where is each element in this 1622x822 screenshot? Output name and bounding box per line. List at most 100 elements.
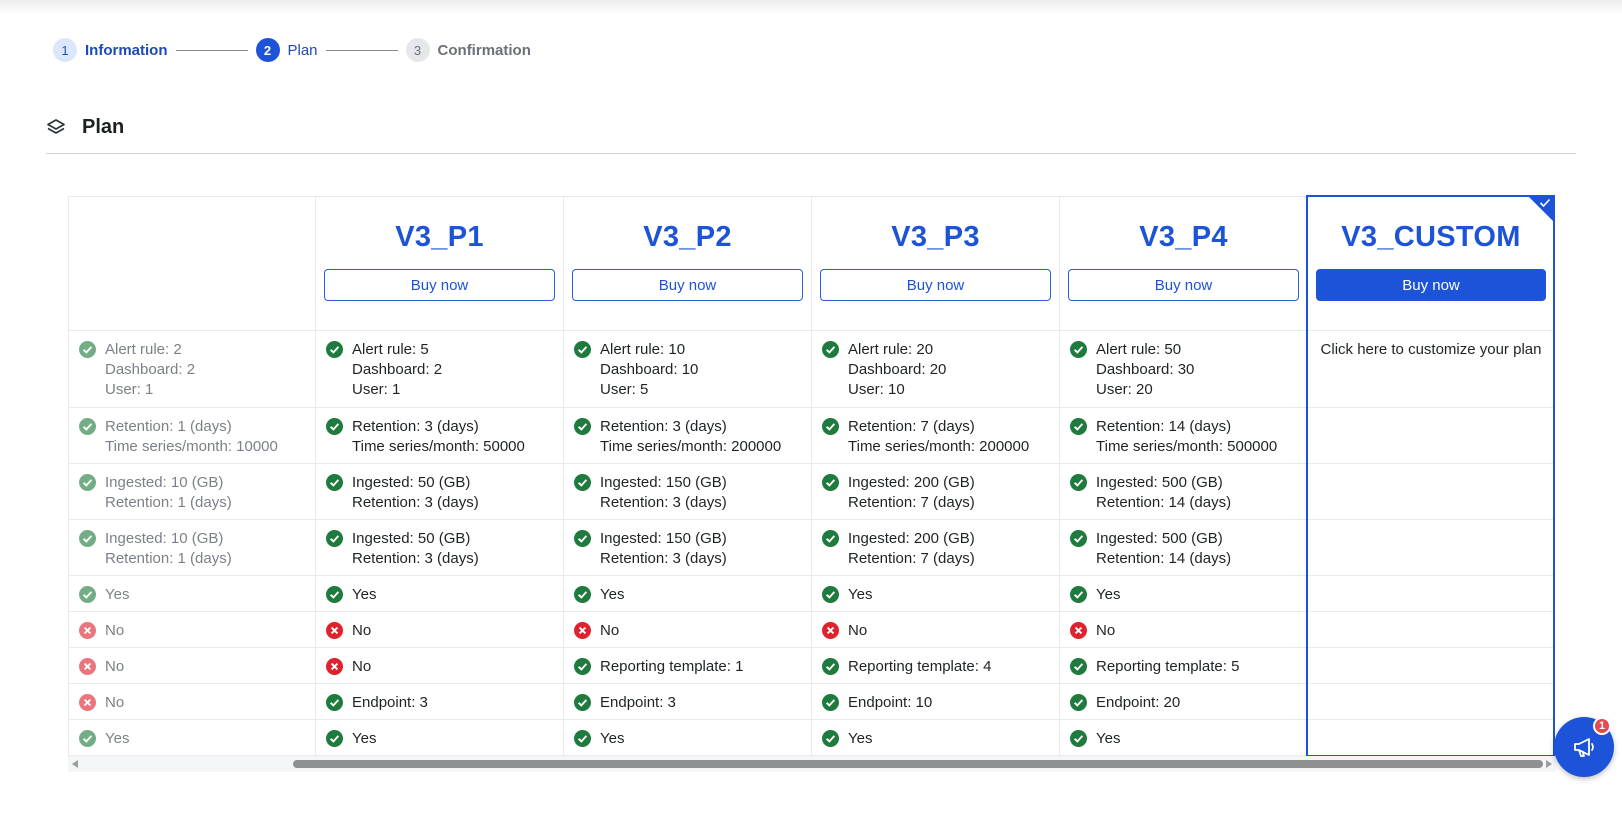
feature-cell: Endpoint: 10 — [812, 684, 1059, 720]
feature-text: Alert rule: 5 Dashboard: 2 User: 1 — [352, 341, 443, 398]
feature-text: Ingested: 10 (GB) Retention: 1 (days) — [105, 474, 232, 511]
step-information[interactable]: 1 Information — [53, 38, 168, 62]
feature-cell: Alert rule: 5 Dashboard: 2 User: 1 — [316, 331, 563, 408]
step-confirmation[interactable]: 3 Confirmation — [405, 38, 531, 62]
feature-cell — [1308, 408, 1554, 464]
buy-now-button[interactable]: Buy now — [572, 269, 803, 301]
megaphone-icon — [1574, 738, 1594, 757]
customize-plan-text[interactable]: Click here to customize your plan — [1320, 341, 1542, 358]
check-circle-icon — [326, 694, 343, 711]
feature-cell: Yes — [564, 576, 811, 612]
plan-name: V3_P4 — [1139, 221, 1228, 253]
plan-name: V3_P1 — [395, 221, 484, 253]
feature-cell — [1308, 520, 1554, 576]
feature-cell: Ingested: 10 (GB) Retention: 1 (days) — [69, 464, 316, 520]
feature-cell — [1308, 648, 1554, 684]
feature-text: Yes — [600, 730, 625, 747]
customize-plan-link[interactable]: Click here to customize your plan — [1308, 331, 1554, 408]
feature-cell: Yes — [1060, 720, 1307, 756]
check-circle-icon — [79, 418, 96, 435]
plan-header: V3_P1 Buy now — [316, 196, 563, 331]
feature-cell: No — [564, 612, 811, 648]
feature-text: No — [352, 622, 372, 639]
check-circle-icon — [79, 530, 96, 547]
feature-text: Alert rule: 10 Dashboard: 10 User: 5 — [600, 341, 699, 398]
scroll-left-arrow[interactable] — [72, 760, 78, 768]
scroll-thumb[interactable] — [293, 760, 1543, 768]
check-circle-icon — [1070, 658, 1087, 675]
check-circle-icon — [79, 341, 96, 358]
feature-cell: Alert rule: 2 Dashboard: 2 User: 1 — [69, 331, 316, 408]
feature-cell: Yes — [69, 576, 316, 612]
buy-now-button[interactable]: Buy now — [1316, 269, 1546, 301]
feature-text: Endpoint: 3 — [352, 694, 428, 711]
feature-cell: Alert rule: 20 Dashboard: 20 User: 10 — [812, 331, 1059, 408]
check-circle-icon — [1070, 586, 1087, 603]
plan-header — [69, 196, 316, 331]
feature-text: Ingested: 200 (GB) Retention: 7 (days) — [848, 474, 975, 511]
check-circle-icon — [574, 658, 591, 675]
feature-text: Ingested: 200 (GB) Retention: 7 (days) — [848, 530, 975, 567]
step-label: Information — [85, 41, 168, 59]
stepper: 1 Information 2 Plan 3 Confirmation — [53, 38, 531, 62]
header-shadow — [0, 0, 1622, 14]
feature-text: Retention: 1 (days) Time series/month: 1… — [105, 418, 278, 455]
plan-name: V3_P2 — [643, 221, 732, 253]
feature-cell: Yes — [316, 576, 563, 612]
check-circle-icon — [822, 658, 839, 675]
feature-cell: Endpoint: 3 — [316, 684, 563, 720]
buy-now-button[interactable]: Buy now — [820, 269, 1051, 301]
feature-text: Endpoint: 10 — [848, 694, 933, 711]
buy-now-button[interactable]: Buy now — [324, 269, 555, 301]
step-connector — [175, 49, 248, 51]
cross-circle-icon — [326, 622, 343, 639]
buy-now-button[interactable]: Buy now — [1068, 269, 1299, 301]
section-title: Plan — [82, 116, 125, 138]
feature-text: Yes — [352, 730, 377, 747]
feature-cell — [1308, 612, 1554, 648]
feature-text: Endpoint: 3 — [600, 694, 676, 711]
check-circle-icon — [1070, 341, 1087, 358]
feature-cell: No — [69, 612, 316, 648]
feature-text: Alert rule: 2 Dashboard: 2 User: 1 — [105, 341, 196, 398]
scroll-right-arrow[interactable] — [1546, 760, 1552, 768]
feature-text: Ingested: 500 (GB) Retention: 14 (days) — [1096, 530, 1232, 567]
cross-circle-icon — [79, 658, 96, 675]
plan-column-v3-p4: V3_P4 Buy now Alert rule: 50 Dashboard: 30… — [1059, 196, 1307, 756]
feature-text: Yes — [105, 730, 130, 747]
feature-cell: Yes — [812, 576, 1059, 612]
horizontal-scrollbar[interactable] — [68, 756, 1556, 772]
feature-cell: Alert rule: 10 Dashboard: 10 User: 5 — [564, 331, 811, 408]
feature-cell: No — [69, 648, 316, 684]
plan-column-v3-p2: V3_P2 Buy now Alert rule: 10 Dashboard: 10… — [563, 196, 811, 756]
feature-text: Ingested: 10 (GB) Retention: 1 (days) — [105, 530, 232, 567]
check-circle-icon — [574, 341, 591, 358]
check-circle-icon — [79, 586, 96, 603]
feature-cell: Endpoint: 20 — [1060, 684, 1307, 720]
notification-count-badge: 1 — [1593, 717, 1611, 735]
feature-text: Alert rule: 20 Dashboard: 20 User: 10 — [848, 341, 947, 398]
plan-header: V3_P4 Buy now — [1060, 196, 1307, 331]
feature-cell: Ingested: 500 (GB) Retention: 14 (days) — [1060, 464, 1307, 520]
step-plan[interactable]: 2 Plan — [255, 38, 318, 62]
feature-cell: Endpoint: 3 — [564, 684, 811, 720]
feature-text: No — [105, 622, 125, 639]
feature-cell — [1308, 720, 1554, 756]
feature-text: Ingested: 50 (GB) Retention: 3 (days) — [352, 474, 479, 511]
feature-cell: Alert rule: 50 Dashboard: 30 User: 20 — [1060, 331, 1307, 408]
feature-cell — [1308, 684, 1554, 720]
feature-cell: Retention: 3 (days) Time series/month: 5… — [316, 408, 563, 464]
step-number: 3 — [405, 38, 430, 62]
feature-cell: Ingested: 500 (GB) Retention: 14 (days) — [1060, 520, 1307, 576]
feature-cell: No — [316, 612, 563, 648]
check-circle-icon — [822, 694, 839, 711]
feature-text: Yes — [600, 586, 625, 603]
feature-cell: Ingested: 150 (GB) Retention: 3 (days) — [564, 464, 811, 520]
check-circle-icon — [822, 530, 839, 547]
cross-circle-icon — [574, 622, 591, 639]
feature-cell: Reporting template: 4 — [812, 648, 1059, 684]
feature-text: Yes — [848, 730, 873, 747]
check-circle-icon — [574, 730, 591, 747]
feature-text: Ingested: 50 (GB) Retention: 3 (days) — [352, 530, 479, 567]
feature-cell: Yes — [69, 720, 316, 756]
